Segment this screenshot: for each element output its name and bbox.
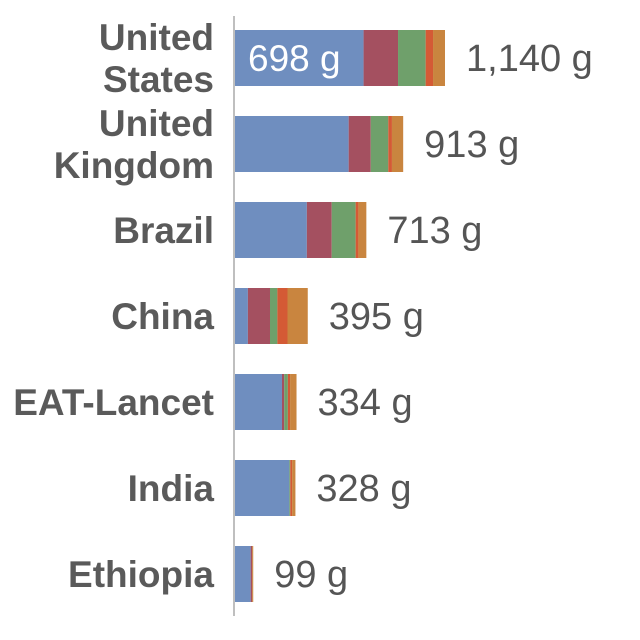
bar-segment-0-3 [425,30,434,86]
bar-segment-1-1 [348,116,371,172]
bars-group [235,30,445,602]
total-label-4: 334 g [318,382,413,424]
bar-segment-5-0 [235,460,290,516]
category-label-3: China [111,296,214,337]
bar-segment-0-0 [235,30,364,86]
category-label-6: Ethiopia [68,554,214,595]
bar-segment-3-3 [277,288,288,344]
bar-segment-4-3 [287,374,291,430]
inner-value-label: 698 g [248,38,341,79]
total-label-1: 913 g [424,124,519,166]
total-label-6: 99 g [274,554,348,596]
bar-segment-3-2 [270,288,278,344]
category-label-line: United [99,103,214,144]
category-label-5: India [128,468,215,509]
total-label-0: 1,140 g [466,38,593,80]
bar-segment-1-3 [388,116,392,172]
bar-segment-4-1 [281,374,285,430]
bar-segment-0-4 [433,30,445,86]
bar-segment-2-0 [235,202,307,258]
bar-segment-6-0 [235,546,251,602]
category-label-line: Kingdom [54,145,214,186]
category-label-1: United Kingdom [54,103,214,186]
bar-segment-2-2 [331,202,356,258]
bar-segment-0-2 [398,30,426,86]
bar-segment-2-1 [306,202,332,258]
category-label-line: India [128,468,215,509]
bar-segment-1-2 [370,116,389,172]
category-label-line: Ethiopia [68,554,214,595]
bar-segment-5-2 [289,460,291,516]
total-label-5: 328 g [316,468,411,510]
bar-segment-3-4 [287,288,308,344]
bar-segment-6-4 [252,546,254,602]
bar-segment-5-3 [290,460,293,516]
category-label-line: China [111,296,214,337]
category-label-line: United [99,17,214,58]
bar-segment-0-1 [363,30,399,86]
bar-segment-6-1 [250,546,253,602]
bar-segment-4-4 [290,374,297,430]
total-label-2: 713 g [387,210,482,252]
bar-segment-2-4 [358,202,367,258]
bar-segment-1-4 [391,116,404,172]
category-label-2: Brazil [113,210,214,251]
category-label-0: United States [99,17,214,100]
bar-segment-4-0 [235,374,282,430]
category-label-line: Brazil [113,210,214,251]
bar-segment-4-2 [284,374,288,430]
bar-segment-5-4 [292,460,296,516]
bar-segment-3-1 [247,288,270,344]
bar-segment-1-0 [235,116,349,172]
bar-segment-2-3 [355,202,359,258]
category-label-4: EAT-Lancet [13,382,214,423]
category-label-line: EAT-Lancet [13,382,214,423]
category-label-line: States [103,59,214,100]
total-label-3: 395 g [329,296,424,338]
bar-segment-3-0 [235,288,248,344]
